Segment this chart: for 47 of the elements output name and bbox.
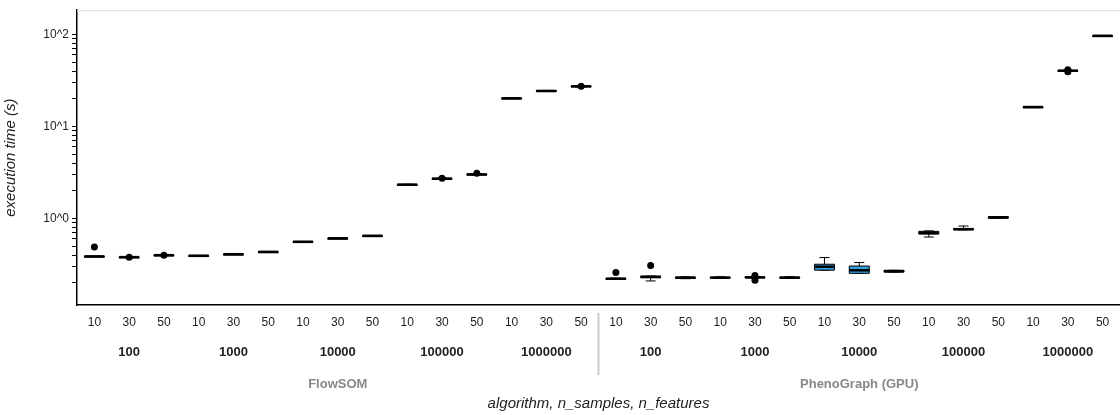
text: 100 bbox=[639, 343, 662, 359]
x-tick-label: 10 bbox=[713, 314, 728, 329]
x-tick-label: 30 bbox=[331, 314, 345, 329]
text: PhenoGraph (GPU) bbox=[800, 375, 919, 391]
x-tick-label: 50 bbox=[887, 314, 902, 329]
text: 100 bbox=[118, 343, 140, 359]
text: 10000 bbox=[841, 343, 878, 359]
x-tick-label: 30 bbox=[226, 314, 241, 329]
x-tick-label: 10 bbox=[817, 314, 832, 329]
x-tick-label: 10 bbox=[400, 314, 415, 329]
x-tick-label: 50 bbox=[365, 314, 380, 329]
x-tick-label: 50 bbox=[261, 314, 276, 329]
x-tick-label: 50 bbox=[991, 314, 1006, 329]
x-tick-label: 30 bbox=[748, 314, 762, 329]
x-tick-label: 10 bbox=[922, 314, 936, 329]
text: 1000000 bbox=[521, 343, 572, 359]
text: 10000 bbox=[319, 343, 356, 359]
x-tick-label: 10 bbox=[192, 314, 206, 329]
x-tick-label: 30 bbox=[122, 314, 137, 329]
y-tick-label: 10^2 bbox=[43, 26, 70, 41]
text: FlowSOM bbox=[308, 375, 368, 391]
x-tick-label: 10 bbox=[1026, 314, 1041, 329]
x-tick-label: 30 bbox=[956, 314, 971, 329]
x-tick-label: 30 bbox=[643, 314, 658, 329]
x-tick-label: 50 bbox=[470, 314, 484, 329]
x-tick-label: 30 bbox=[852, 314, 867, 329]
y-axis-title: execution time (s) bbox=[1, 98, 19, 217]
text: 1000000 bbox=[1042, 343, 1094, 359]
x-tick-label: 50 bbox=[1095, 314, 1110, 329]
x-tick-label: 50 bbox=[783, 314, 797, 329]
text: 1000 bbox=[740, 343, 770, 359]
text: 100000 bbox=[941, 343, 986, 359]
x-tick-label: 10 bbox=[296, 314, 310, 329]
x-tick-label: 50 bbox=[678, 314, 693, 329]
x-axis-title: algorithm, n_samples, n_features bbox=[487, 394, 710, 412]
x-tick-label: 10 bbox=[87, 314, 102, 329]
x-tick-label: 30 bbox=[435, 314, 450, 329]
x-tick-label: 10 bbox=[504, 314, 519, 329]
y-tick-label: 10^1 bbox=[43, 118, 70, 133]
text: 100000 bbox=[420, 343, 464, 359]
y-tick-label: 10^0 bbox=[43, 210, 70, 225]
x-tick-label: 50 bbox=[157, 314, 171, 329]
x-tick-label: 50 bbox=[574, 314, 589, 329]
x-tick-label: 30 bbox=[1061, 314, 1075, 329]
text: 1000 bbox=[218, 343, 248, 359]
x-tick-label: 30 bbox=[539, 314, 554, 329]
x-tick-label: 10 bbox=[609, 314, 623, 329]
